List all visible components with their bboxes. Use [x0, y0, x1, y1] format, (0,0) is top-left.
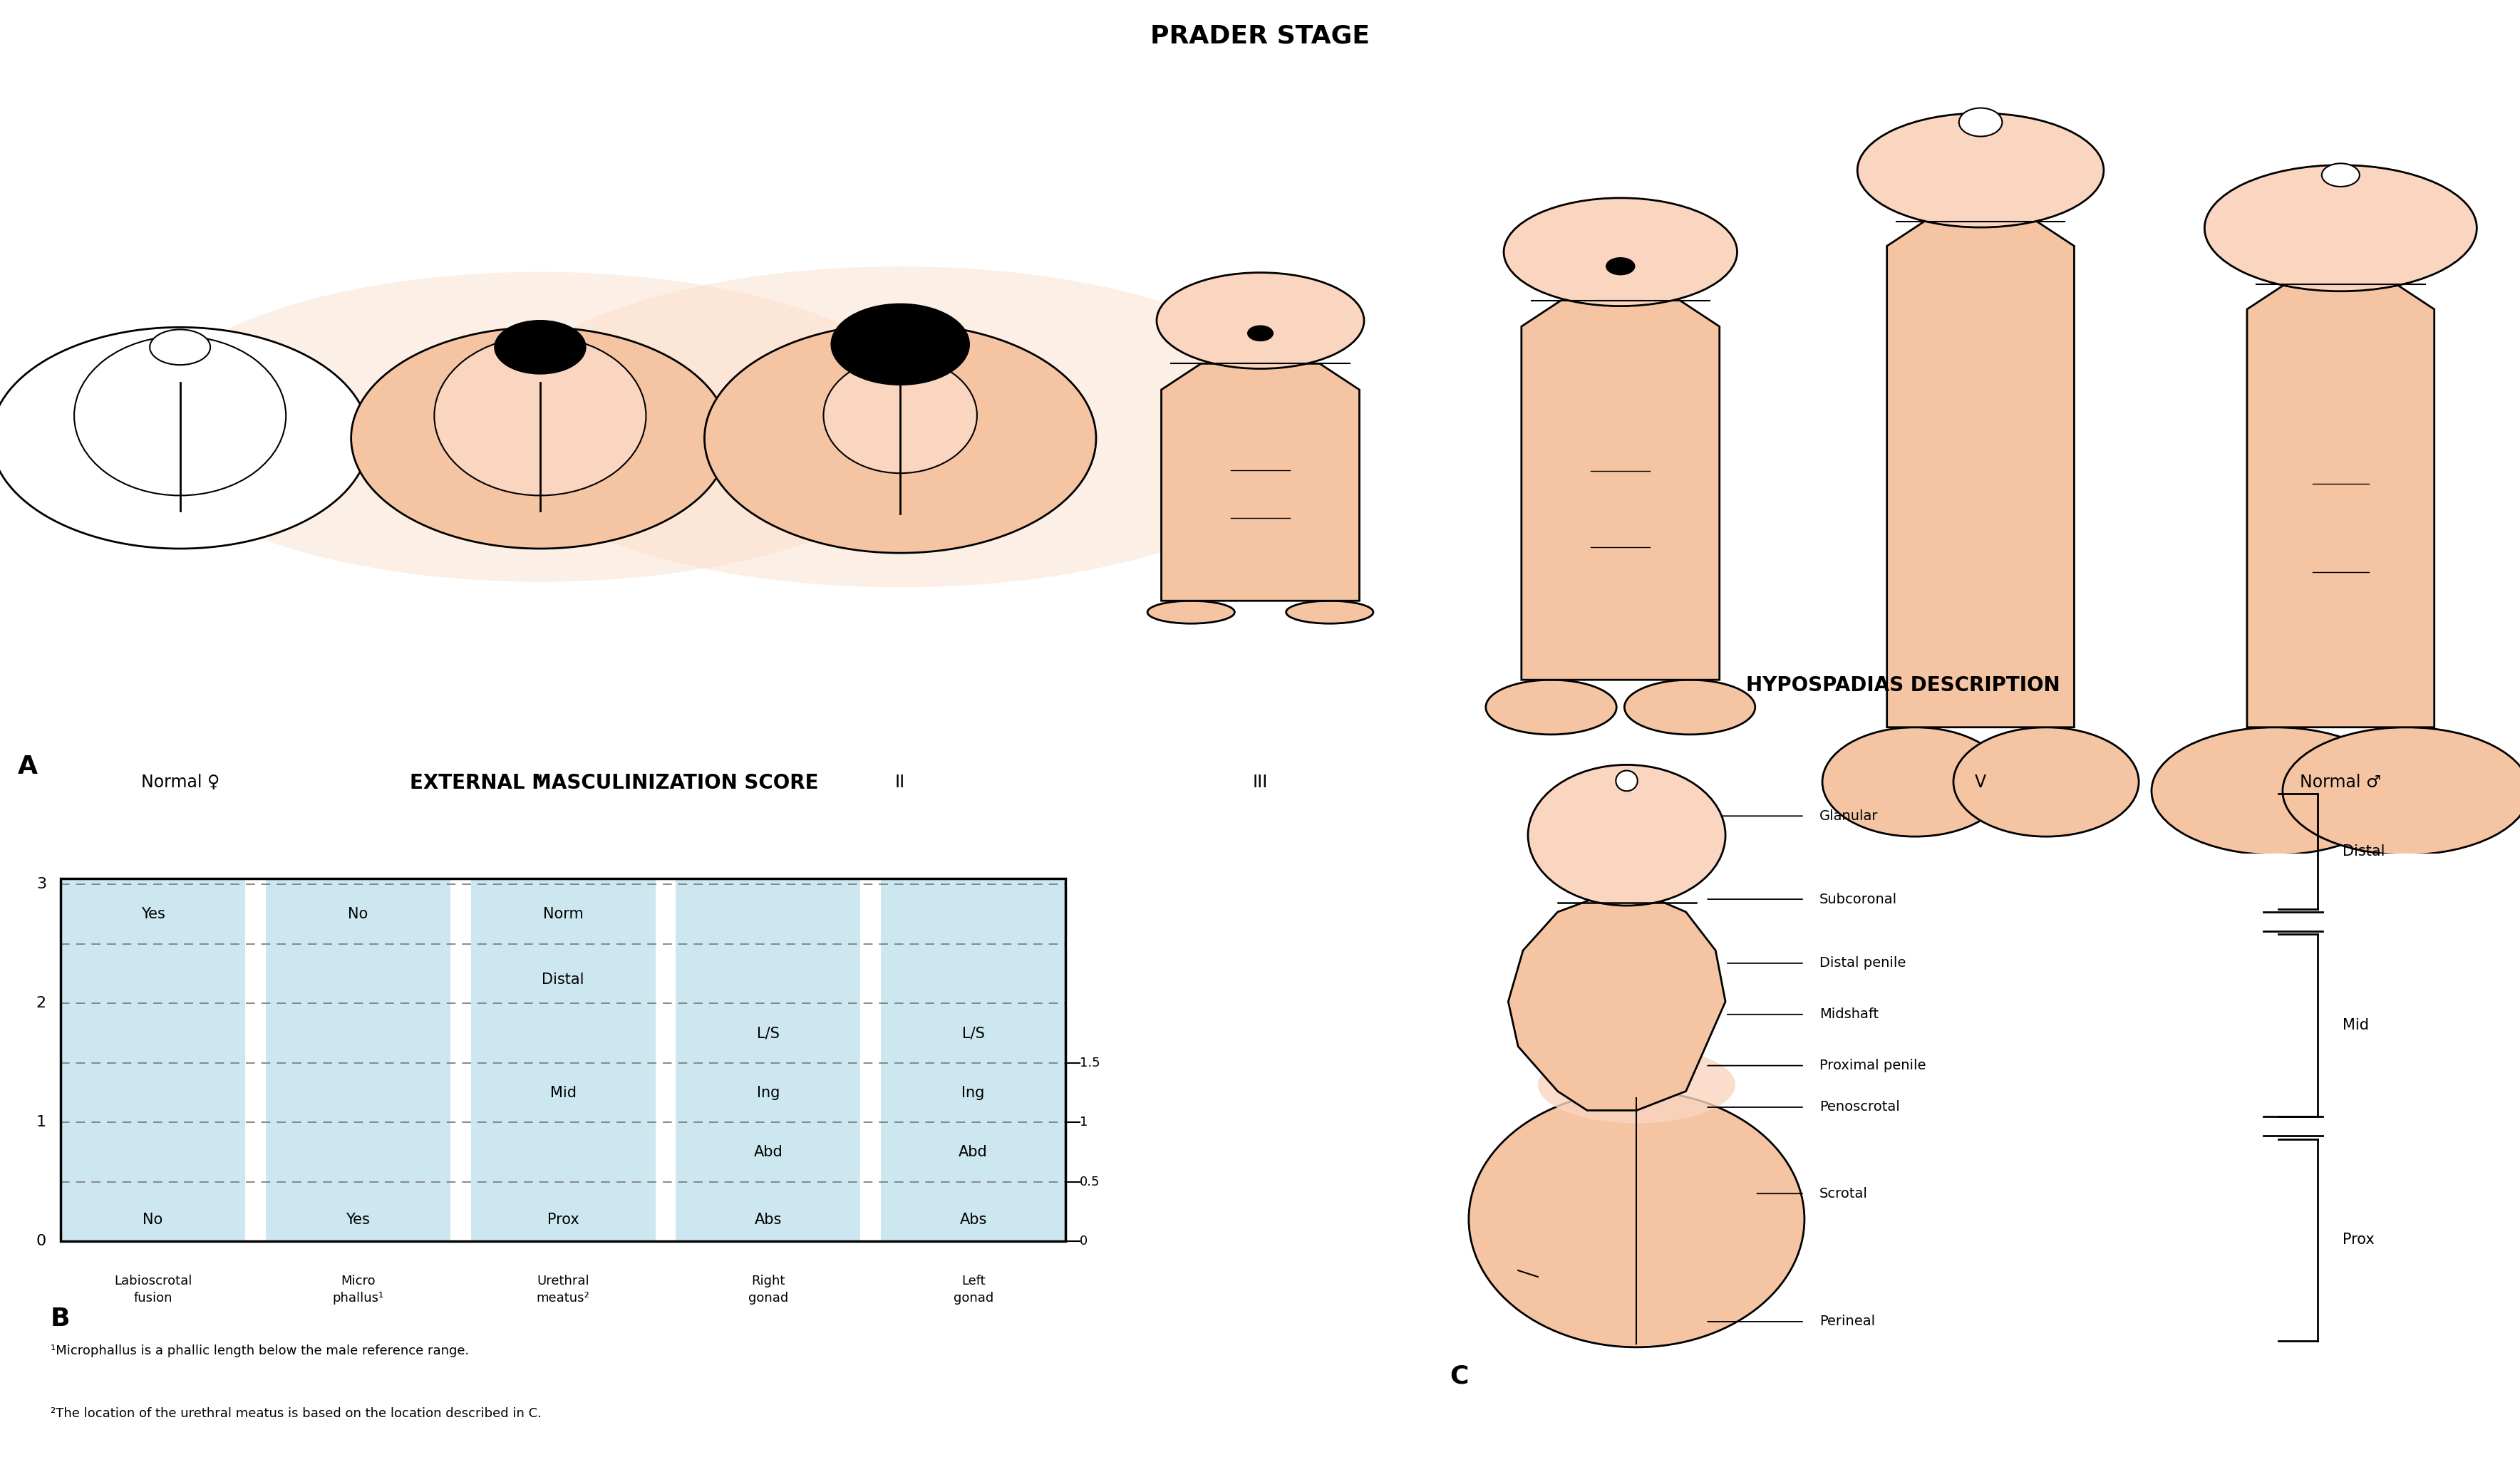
Text: 1: 1	[35, 1116, 45, 1129]
Text: V: V	[1973, 774, 1986, 790]
Ellipse shape	[2205, 165, 2477, 291]
Text: Abs: Abs	[960, 1213, 988, 1228]
Ellipse shape	[350, 327, 728, 549]
Text: Yes: Yes	[345, 1213, 370, 1228]
Text: 2: 2	[35, 997, 45, 1011]
Text: Scrotal: Scrotal	[1819, 1186, 1867, 1200]
Text: Urethral
meatus²: Urethral meatus²	[537, 1275, 590, 1304]
Text: Labioscrotal
fusion: Labioscrotal fusion	[113, 1275, 192, 1304]
Text: Distal: Distal	[542, 973, 585, 986]
Polygon shape	[1162, 364, 1358, 601]
Ellipse shape	[1822, 727, 2006, 836]
Text: ¹Microphallus is a phallic length below the male reference range.: ¹Microphallus is a phallic length below …	[50, 1345, 469, 1357]
Text: 0: 0	[1079, 1235, 1089, 1248]
Text: Ing: Ing	[963, 1086, 985, 1100]
Text: A: A	[18, 755, 38, 779]
Text: Norm: Norm	[542, 907, 582, 921]
Ellipse shape	[1958, 107, 2001, 137]
Text: 0.5: 0.5	[1079, 1176, 1099, 1188]
Ellipse shape	[1247, 325, 1273, 342]
Ellipse shape	[2283, 727, 2520, 855]
Text: I: I	[537, 774, 542, 790]
Text: EXTERNAL MASCULINIZATION SCORE: EXTERNAL MASCULINIZATION SCORE	[411, 773, 819, 793]
Polygon shape	[1887, 221, 2074, 727]
Text: C: C	[1449, 1365, 1467, 1388]
Text: Prox: Prox	[547, 1213, 580, 1228]
Text: Mid: Mid	[549, 1086, 577, 1100]
Ellipse shape	[1623, 680, 1754, 735]
Ellipse shape	[1469, 1091, 1804, 1347]
Ellipse shape	[1147, 601, 1235, 624]
Text: Abs: Abs	[753, 1213, 781, 1228]
Bar	[60, 879, 1066, 1241]
Text: 1.5: 1.5	[1079, 1057, 1099, 1069]
Text: Right
gonad: Right gonad	[748, 1275, 789, 1304]
Ellipse shape	[136, 272, 942, 581]
Text: II: II	[895, 774, 905, 790]
Polygon shape	[1507, 886, 1724, 1110]
Bar	[60, 879, 244, 1241]
Bar	[879, 879, 1066, 1241]
Text: 0: 0	[35, 1235, 45, 1248]
Text: Yes: Yes	[141, 907, 164, 921]
Text: Penoscrotal: Penoscrotal	[1819, 1101, 1900, 1114]
Ellipse shape	[494, 321, 585, 374]
Ellipse shape	[1615, 770, 1638, 790]
Text: Prox: Prox	[2341, 1234, 2374, 1247]
Ellipse shape	[0, 327, 368, 549]
Ellipse shape	[1504, 197, 1736, 306]
Text: L/S: L/S	[963, 1026, 985, 1041]
Text: B: B	[50, 1307, 71, 1331]
Ellipse shape	[1527, 765, 1724, 905]
Polygon shape	[1522, 300, 1719, 680]
Text: Distal: Distal	[2341, 843, 2384, 858]
Text: PRADER STAGE: PRADER STAGE	[1149, 24, 1371, 49]
Text: Abd: Abd	[753, 1145, 784, 1160]
Text: Micro
phallus¹: Micro phallus¹	[333, 1275, 383, 1304]
Text: Proximal penile: Proximal penile	[1819, 1058, 1925, 1073]
Bar	[265, 879, 451, 1241]
Text: III: III	[1252, 774, 1268, 790]
Ellipse shape	[2152, 727, 2399, 855]
Bar	[675, 879, 859, 1241]
Text: Normal ♂: Normal ♂	[2298, 774, 2381, 790]
Text: Mid: Mid	[2341, 1019, 2369, 1033]
Ellipse shape	[1953, 727, 2137, 836]
Ellipse shape	[832, 305, 968, 384]
Text: Glanular: Glanular	[1819, 810, 1877, 823]
Text: Left
gonad: Left gonad	[953, 1275, 993, 1304]
Text: L/S: L/S	[756, 1026, 779, 1041]
Text: ²The location of the urethral meatus is based on the location described in C.: ²The location of the urethral meatus is …	[50, 1407, 542, 1420]
Ellipse shape	[824, 358, 978, 473]
Text: No: No	[144, 1213, 164, 1228]
Ellipse shape	[1857, 113, 2104, 227]
Text: 1: 1	[1079, 1116, 1089, 1129]
Ellipse shape	[149, 330, 209, 365]
Ellipse shape	[1484, 680, 1615, 735]
Text: HYPOSPADIAS DESCRIPTION: HYPOSPADIAS DESCRIPTION	[1746, 676, 2059, 695]
Bar	[471, 879, 655, 1241]
Ellipse shape	[2321, 163, 2359, 187]
Polygon shape	[2245, 284, 2434, 727]
Text: Normal ♀: Normal ♀	[141, 774, 219, 790]
Ellipse shape	[1285, 601, 1373, 624]
Text: Midshaft: Midshaft	[1819, 1008, 1877, 1022]
Text: Abd: Abd	[958, 1145, 988, 1160]
Text: Perineal: Perineal	[1819, 1314, 1875, 1328]
Text: 3: 3	[35, 877, 45, 892]
Text: Ing: Ing	[756, 1086, 779, 1100]
Text: No: No	[348, 907, 368, 921]
Ellipse shape	[1605, 258, 1635, 275]
Ellipse shape	[1157, 272, 1363, 368]
Ellipse shape	[433, 336, 645, 496]
Text: Distal penile: Distal penile	[1819, 957, 1905, 970]
Ellipse shape	[481, 266, 1318, 587]
Ellipse shape	[1537, 1047, 1734, 1123]
Ellipse shape	[703, 324, 1096, 553]
Text: Subcoronal: Subcoronal	[1819, 892, 1898, 905]
Ellipse shape	[73, 336, 285, 496]
Text: IV: IV	[1613, 774, 1628, 790]
